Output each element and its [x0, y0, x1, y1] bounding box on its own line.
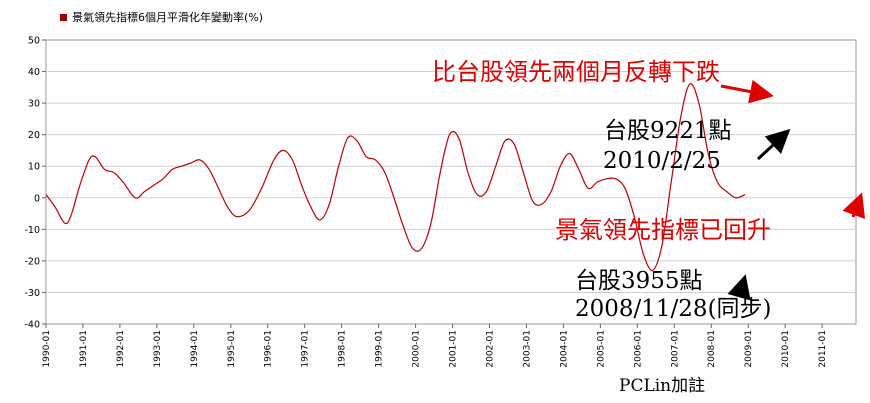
x-tick-label: 2004-01 — [559, 330, 569, 368]
series-layer — [45, 83, 746, 272]
annotation-trough-index: 台股3955點 — [575, 268, 703, 294]
x-tick-label: 2006-01 — [633, 330, 643, 368]
x-tick-label: 2007-01 — [670, 330, 680, 368]
x-tick-label: 1993-01 — [153, 330, 163, 368]
x-tick-label: 1991-01 — [79, 330, 89, 368]
peak-arrow-black — [756, 128, 791, 161]
recover-arrow-red — [842, 192, 866, 220]
x-tick-label: 1992-01 — [116, 330, 126, 368]
annotation-recovery: 景氣領先指標已回升 — [555, 216, 771, 244]
x-tick-label: 1990-01 — [42, 330, 52, 368]
legend: 景氣領先指標6個月平滑化年變動率(%) — [60, 9, 263, 25]
x-tick-label: 1994-01 — [190, 330, 200, 368]
y-tick-label: -10 — [24, 225, 40, 236]
x-axis-ticks: 1990-01 1991-01 1992-01 1993-01 1994-01 1995-… — [42, 324, 828, 368]
y-tick-label: 50 — [28, 36, 40, 47]
x-tick-label: 2005-01 — [596, 330, 606, 368]
x-tick-label: 2011-01 — [818, 330, 828, 368]
trough-arrow-black — [727, 274, 751, 301]
y-tick-label: 0 — [34, 193, 40, 204]
x-tick-label: 1999-01 — [375, 330, 385, 368]
annotation-credit: PCLin加註 — [619, 376, 706, 396]
annotation-peak-index: 台股9221點 — [604, 118, 732, 144]
x-tick-label: 2008-01 — [707, 330, 717, 368]
y-tick-label: -40 — [24, 320, 40, 331]
y-tick-label: -30 — [24, 288, 40, 299]
y-tick-label: 40 — [28, 67, 40, 78]
legend-label: 景氣領先指標6個月平滑化年變動率(%) — [72, 11, 264, 24]
legend-swatch — [60, 13, 67, 21]
y-axis-ticks: -40 -30 -20 -10 0 10 20 30 40 50 — [24, 36, 46, 331]
series-line — [45, 83, 746, 272]
x-tick-label: 1998-01 — [338, 330, 348, 368]
y-tick-label: -20 — [24, 256, 40, 267]
x-tick-label: 2010-01 — [781, 330, 791, 368]
annotation-peak-headline: 比台股領先兩個月反轉下跌 — [432, 58, 720, 86]
x-tick-label: 2002-01 — [485, 330, 495, 368]
annotation-arrows — [720, 79, 866, 301]
y-tick-label: 20 — [28, 130, 40, 141]
x-tick-label: 2003-01 — [522, 330, 532, 368]
x-tick-label: 2001-01 — [449, 330, 459, 368]
annotation-peak-date: 2010/2/25 — [603, 148, 721, 174]
x-tick-label: 1997-01 — [301, 330, 311, 368]
y-tick-label: 30 — [28, 99, 40, 110]
peak-arrow-red — [720, 79, 774, 104]
x-tick-label: 2009-01 — [744, 330, 754, 368]
annotation-trough-date: 2008/11/28(同步) — [575, 296, 772, 322]
x-tick-label: 1995-01 — [227, 330, 237, 368]
x-tick-label: 1996-01 — [264, 330, 274, 368]
y-tick-label: 10 — [28, 162, 40, 173]
x-tick-label: 2000-01 — [412, 330, 422, 368]
